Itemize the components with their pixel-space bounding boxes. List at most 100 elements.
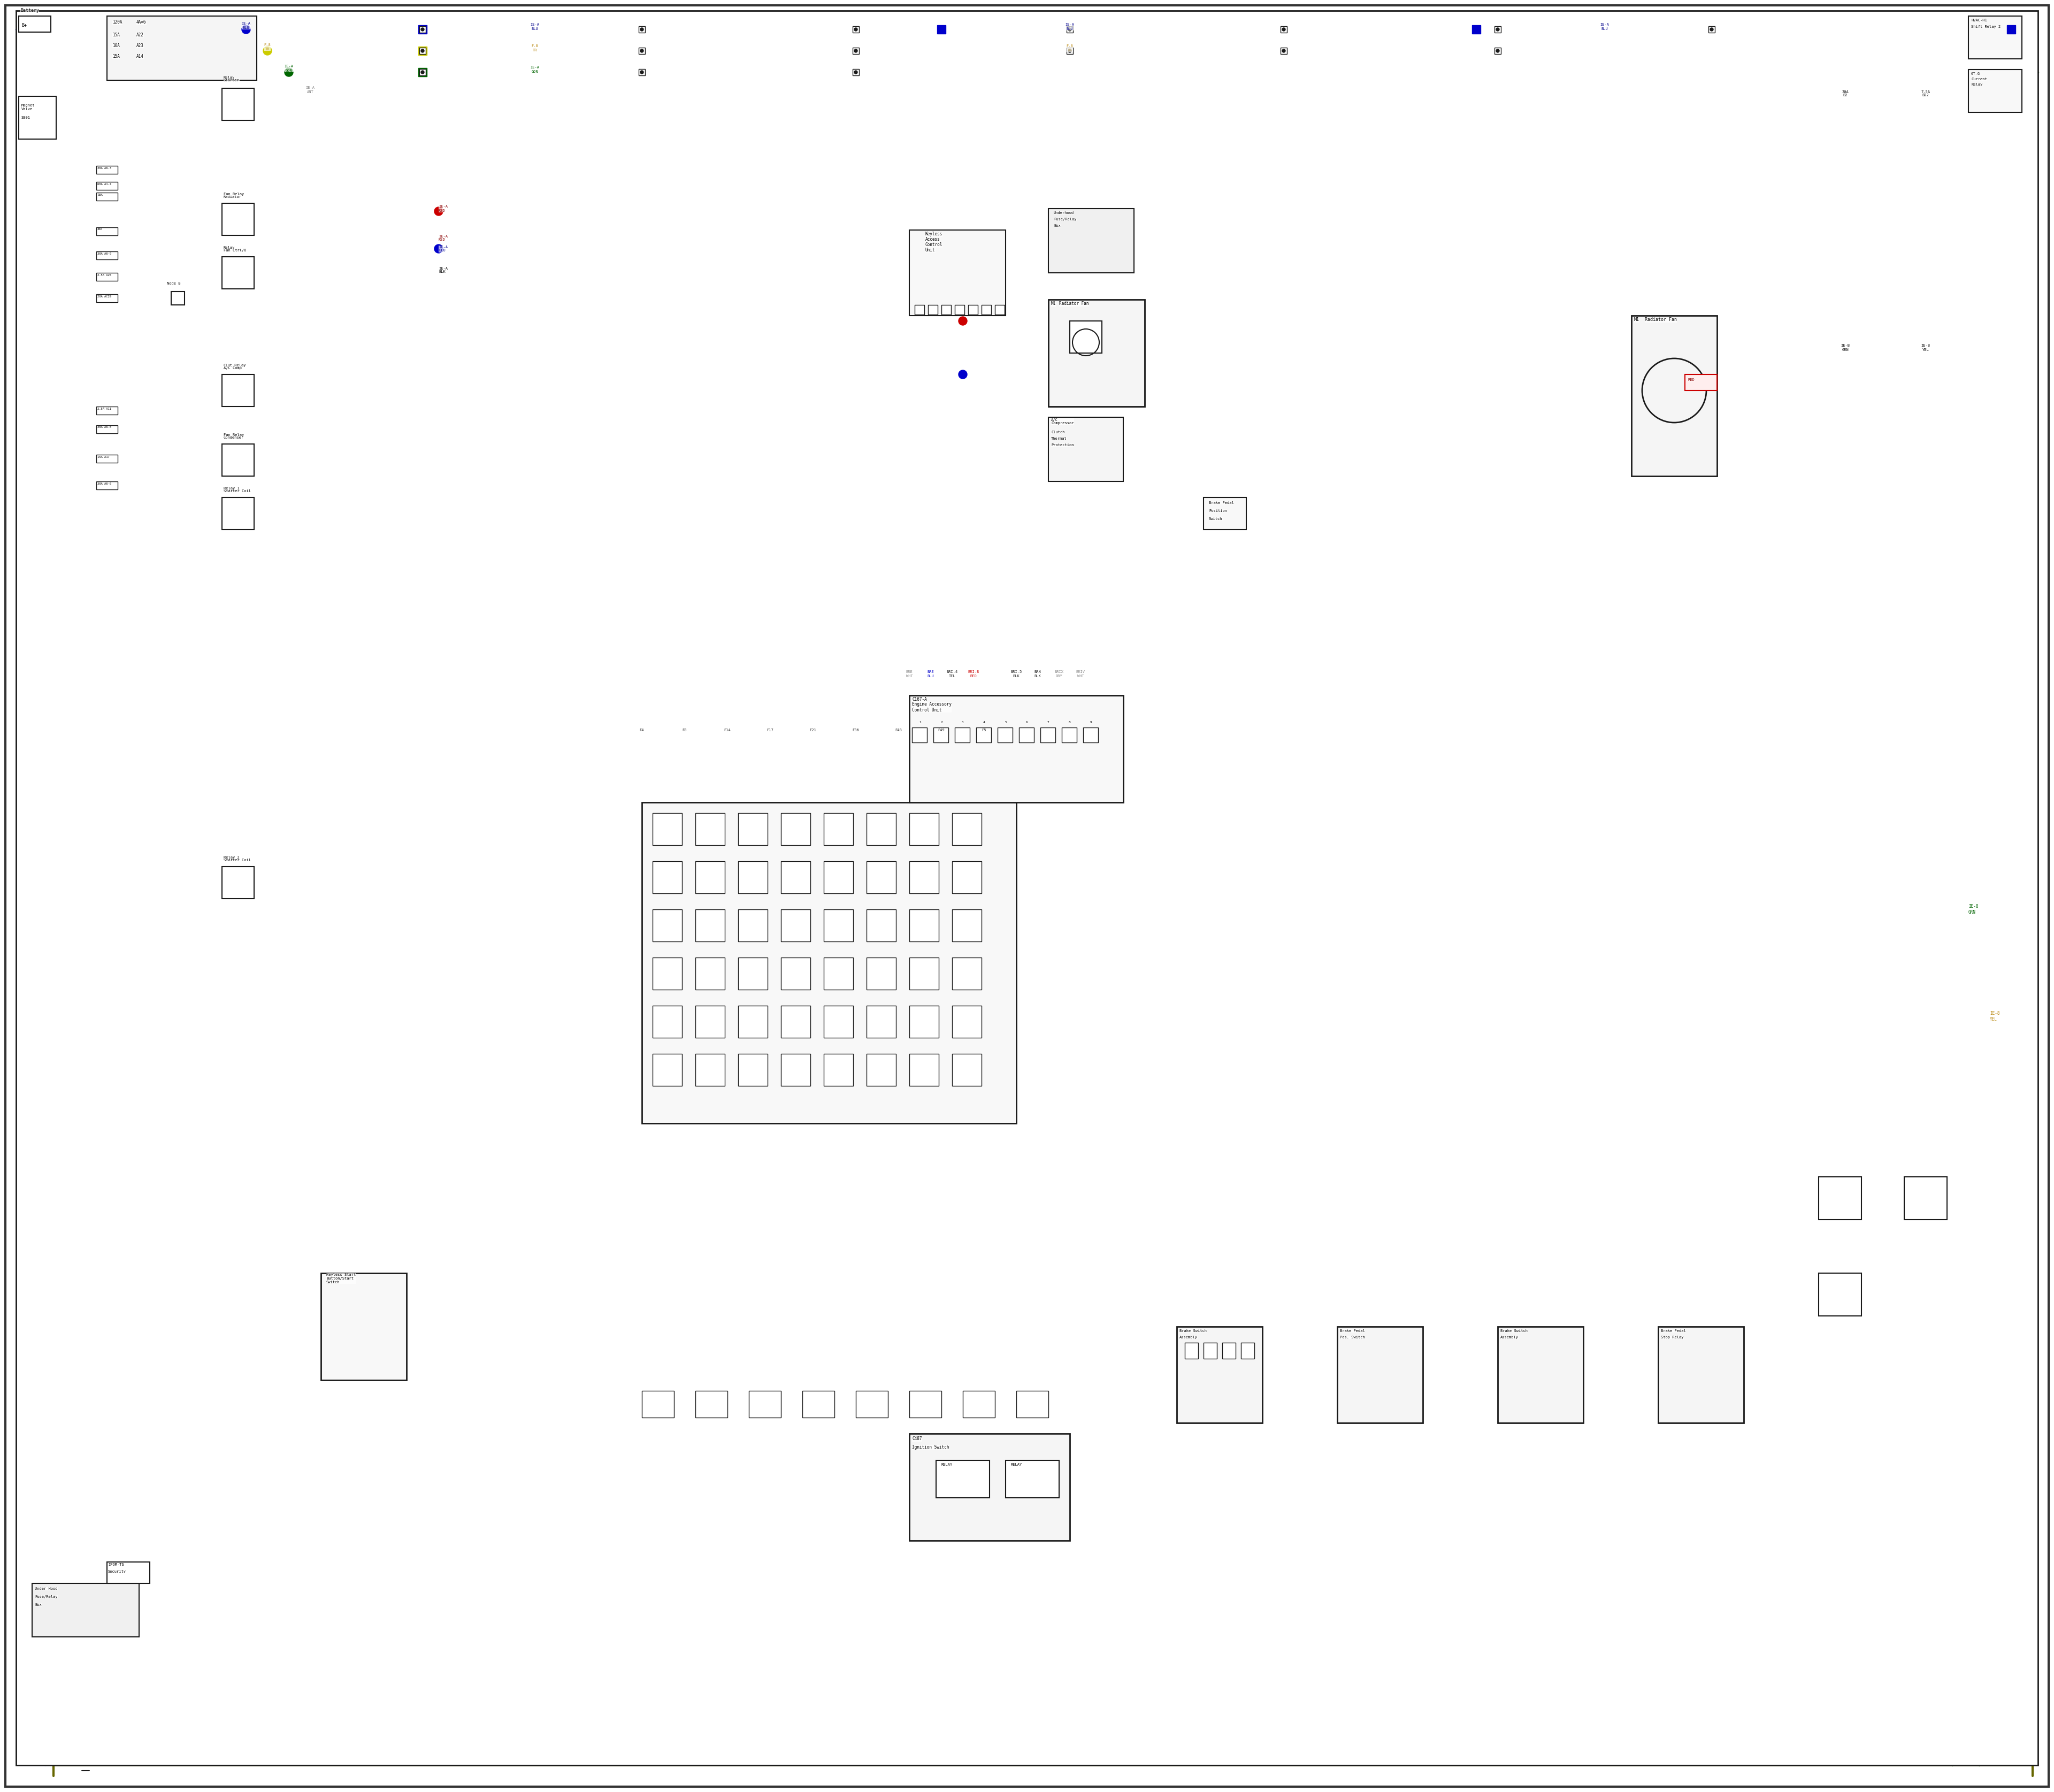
Text: BRI-5
BLK: BRI-5 BLK — [1011, 670, 1023, 677]
Bar — [696, 862, 725, 894]
Bar — [953, 814, 982, 846]
Text: 15A: 15A — [113, 54, 119, 59]
Text: 4A×6: 4A×6 — [136, 20, 146, 25]
Bar — [750, 1391, 781, 1417]
Text: IE-A
RED: IE-A RED — [440, 235, 448, 242]
Text: Clutch: Clutch — [1052, 430, 1064, 434]
Bar — [1066, 48, 1072, 54]
Bar — [97, 425, 117, 434]
Bar — [937, 25, 945, 34]
Bar — [852, 27, 859, 32]
Bar — [953, 1054, 982, 1086]
Bar — [910, 1391, 941, 1417]
Text: Relay: Relay — [1972, 82, 1982, 86]
Bar — [107, 1563, 150, 1584]
Circle shape — [959, 371, 967, 378]
Bar — [998, 728, 1013, 742]
Bar — [170, 292, 185, 305]
Bar — [910, 814, 939, 846]
Text: Radiator: Radiator — [224, 195, 242, 199]
Bar — [419, 47, 427, 56]
Bar — [852, 70, 859, 75]
Bar — [1818, 1272, 1861, 1315]
Text: BRIX
DRY: BRIX DRY — [1054, 670, 1064, 677]
Text: 15A: 15A — [113, 32, 119, 38]
Bar — [737, 1005, 768, 1038]
Text: Fan Relay: Fan Relay — [224, 434, 244, 437]
Bar — [97, 192, 117, 201]
Bar — [1082, 728, 1099, 742]
Circle shape — [854, 70, 857, 73]
Text: BRN
BLK: BRN BLK — [1035, 670, 1041, 677]
Bar — [867, 1005, 896, 1038]
Text: RED: RED — [1688, 378, 1695, 382]
Bar — [653, 909, 682, 941]
Bar — [1709, 27, 1715, 32]
Text: Control: Control — [926, 242, 943, 247]
Bar — [941, 305, 951, 315]
Text: IE-A
BLU: IE-A BLU — [440, 246, 448, 253]
Bar — [867, 909, 896, 941]
Bar — [1280, 27, 1288, 32]
Bar — [1658, 1326, 1744, 1423]
Text: Relay: Relay — [224, 75, 234, 79]
Text: RELAY: RELAY — [941, 1462, 953, 1466]
Text: F21: F21 — [809, 729, 815, 731]
Text: M1: M1 — [1635, 317, 1639, 323]
Text: Magnet
Valve: Magnet Valve — [21, 104, 35, 111]
Bar — [653, 1054, 682, 1086]
Text: Assembly: Assembly — [1499, 1335, 1518, 1339]
Bar — [696, 1054, 725, 1086]
Bar — [994, 305, 1004, 315]
Text: Fan Ctrl/O: Fan Ctrl/O — [224, 249, 246, 253]
Circle shape — [854, 48, 857, 52]
Bar — [222, 88, 255, 120]
Circle shape — [421, 29, 425, 30]
Bar — [97, 228, 117, 235]
Bar — [320, 1272, 407, 1380]
Bar — [1048, 299, 1144, 407]
Bar — [419, 25, 427, 34]
Text: IE-B
GRN: IE-B GRN — [1840, 344, 1851, 351]
Text: IE-B
YEL: IE-B YEL — [1920, 344, 1931, 351]
Circle shape — [854, 29, 857, 30]
Text: 15A A17: 15A A17 — [97, 455, 109, 459]
Circle shape — [433, 244, 444, 253]
Circle shape — [433, 208, 444, 215]
Bar — [824, 1005, 852, 1038]
Bar — [910, 1005, 939, 1038]
Text: 2.5A A25: 2.5A A25 — [97, 274, 111, 276]
Text: F8: F8 — [682, 729, 686, 731]
Text: F48: F48 — [896, 729, 902, 731]
Bar — [1006, 1460, 1060, 1498]
Text: Condenser: Condenser — [224, 435, 244, 439]
Text: C487: C487 — [912, 1437, 922, 1441]
Text: IE-A
BLU: IE-A BLU — [530, 23, 540, 30]
Text: Under Hood: Under Hood — [35, 1588, 58, 1590]
Bar — [639, 70, 645, 75]
Bar — [1048, 208, 1134, 272]
Text: A/C
Compressor: A/C Compressor — [1052, 418, 1074, 425]
Text: 60A A1-4: 60A A1-4 — [97, 183, 111, 185]
Bar — [97, 181, 117, 190]
Bar — [222, 444, 255, 477]
Text: Protection: Protection — [1052, 443, 1074, 446]
Circle shape — [1495, 48, 1499, 52]
Bar — [914, 305, 924, 315]
Text: 120A: 120A — [113, 20, 123, 25]
Circle shape — [421, 48, 425, 52]
Bar — [867, 862, 896, 894]
Bar — [910, 1054, 939, 1086]
Bar — [696, 1391, 727, 1417]
Bar — [824, 1054, 852, 1086]
Text: IPOM-TS: IPOM-TS — [109, 1563, 123, 1566]
Bar — [97, 294, 117, 303]
Bar — [1495, 48, 1501, 54]
Text: BRI-4
TEL: BRI-4 TEL — [947, 670, 957, 677]
Text: Clut.Relay: Clut.Relay — [224, 364, 246, 367]
Text: 30A A6-6: 30A A6-6 — [97, 482, 111, 486]
Text: Underhood: Underhood — [1054, 211, 1074, 215]
Bar — [97, 482, 117, 489]
Bar — [910, 695, 1124, 803]
Text: IE-A
GDN: IE-A GDN — [283, 65, 294, 72]
